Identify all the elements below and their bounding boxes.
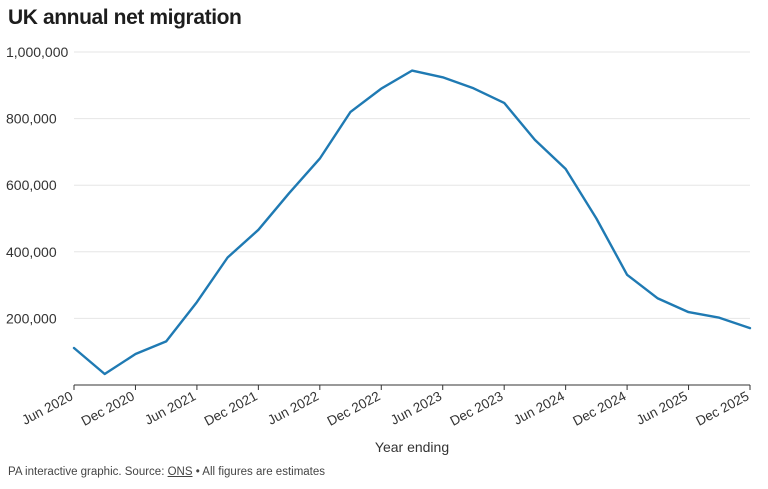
x-tick-label: Dec 2020 [79,388,137,428]
x-tick-label: Jun 2020 [19,388,75,427]
x-tick-label: Jun 2025 [634,388,690,427]
source-link[interactable]: ONS [167,466,193,478]
footer-suffix: • All figures are estimates [192,466,326,478]
chart-title: UK annual net migration [8,6,242,29]
x-tick-label: Jun 2022 [265,388,321,427]
y-tick-label: 200,000 [6,310,57,326]
x-tick-label: Dec 2024 [570,388,629,429]
y-tick-label: 400,000 [6,244,57,260]
y-tick-label: 800,000 [6,111,57,127]
footer-prefix: PA interactive graphic. Source: [8,466,168,478]
net-migration-line [72,69,752,376]
x-tick-label: Dec 2023 [448,388,506,428]
x-axis-title: Year ending [375,439,449,455]
x-tick-label: Dec 2021 [202,388,260,428]
y-tick-label: 1,000,000 [6,44,68,60]
x-tick-label: Jun 2024 [511,388,568,428]
x-tick-label: Jun 2023 [388,388,444,427]
x-tick-label: Jun 2021 [142,388,198,427]
x-tick-label: Dec 2022 [325,388,383,428]
x-tick-label: Dec 2025 [693,388,751,428]
y-tick-label: 600,000 [6,177,57,193]
footer-note: PA interactive graphic. Source: ONS • Al… [8,466,325,478]
